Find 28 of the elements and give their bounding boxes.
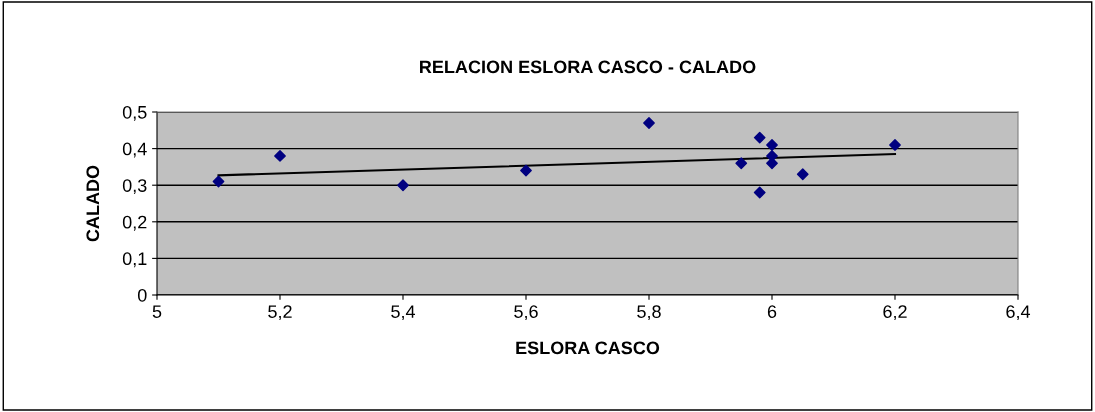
x-tick-label: 5 bbox=[152, 305, 162, 318]
point bbox=[796, 168, 809, 181]
point bbox=[753, 131, 766, 144]
y-axis-title: CALADO bbox=[86, 165, 100, 242]
x-tick-label: 6,2 bbox=[883, 305, 907, 321]
y-tick-label: 0,2 bbox=[122, 215, 147, 231]
y-tick-label: 0,4 bbox=[122, 142, 147, 158]
point bbox=[212, 175, 225, 188]
point bbox=[397, 179, 409, 192]
point bbox=[889, 139, 901, 151]
y-tick-label: 0,1 bbox=[122, 252, 147, 268]
point bbox=[766, 139, 778, 151]
point bbox=[735, 157, 748, 170]
x-tick-label: 5,2 bbox=[268, 305, 292, 321]
point bbox=[274, 150, 286, 162]
x-tick-label: 6 bbox=[767, 305, 777, 318]
x-tick-label: 6,4 bbox=[1006, 305, 1031, 321]
y-tick-label: 0,5 bbox=[122, 105, 147, 121]
x-tick-label: 5,4 bbox=[391, 305, 416, 321]
x-axis-title: ESLORA CASCO bbox=[516, 341, 660, 355]
x-tick-label: 5,6 bbox=[514, 305, 538, 321]
point bbox=[753, 186, 766, 199]
point bbox=[520, 164, 532, 177]
point bbox=[643, 117, 655, 129]
chart-title: RELACION ESLORA CASCO - CALADO bbox=[420, 60, 756, 74]
y-tick-label: 0 bbox=[137, 288, 147, 302]
y-tick-label: 0,3 bbox=[122, 179, 147, 195]
x-tick-label: 5,8 bbox=[637, 305, 661, 321]
